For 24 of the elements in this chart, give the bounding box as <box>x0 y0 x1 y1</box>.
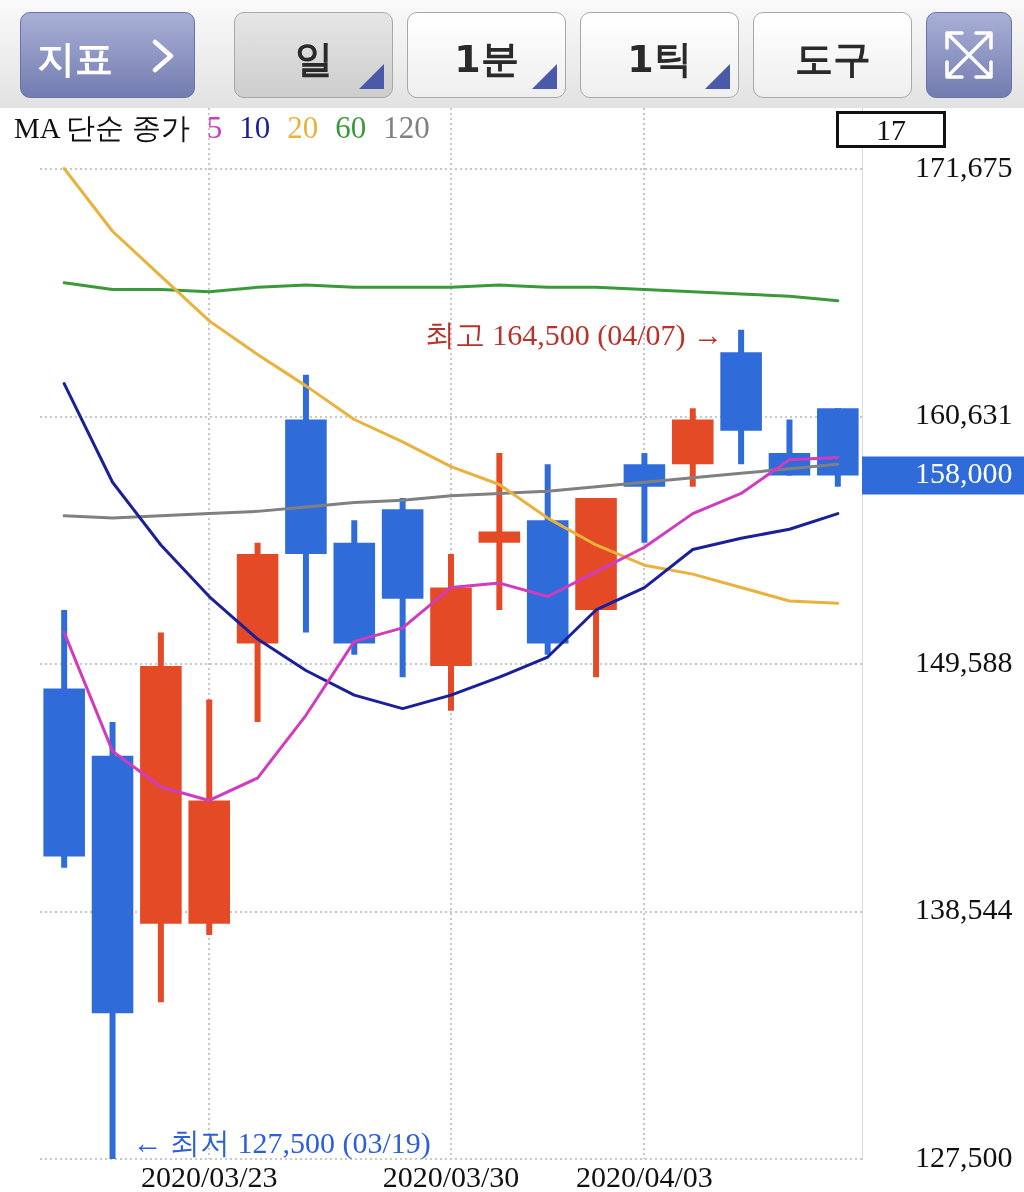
button: 1틱 <box>580 12 739 98</box>
button: 지표 <box>20 12 195 98</box>
y-tick-label: 149,588 <box>915 644 1013 678</box>
annotation: 최고 164,500 (04/07) → <box>424 317 724 352</box>
y-tick-label: 160,631 <box>915 397 1013 431</box>
x-tick-label: 2020/03/30 <box>382 1159 520 1192</box>
text: 158,000 <box>915 456 1013 490</box>
button: 1분 <box>407 12 566 98</box>
text: 5 <box>206 110 223 145</box>
counter-box: 17 <box>836 111 946 148</box>
button: 도구 <box>753 12 912 98</box>
text: 20 <box>287 110 319 145</box>
button: 일 <box>234 12 393 98</box>
x-tick-label: 2020/03/23 <box>140 1159 278 1192</box>
annotation: ← 최저 127,500 (03/19) <box>132 1125 431 1160</box>
y-tick-label: 127,500 <box>915 1139 1013 1173</box>
y-tick-label: 171,675 <box>915 149 1013 183</box>
text: 60 <box>335 110 367 145</box>
text: 120 <box>383 110 430 145</box>
y-tick-label: 138,544 <box>915 892 1013 926</box>
x-tick-label: 2020/04/03 <box>576 1159 713 1192</box>
legend-title: MA 단순 종가 <box>14 112 190 144</box>
text: 10 <box>239 110 271 145</box>
candlestick <box>478 453 521 610</box>
